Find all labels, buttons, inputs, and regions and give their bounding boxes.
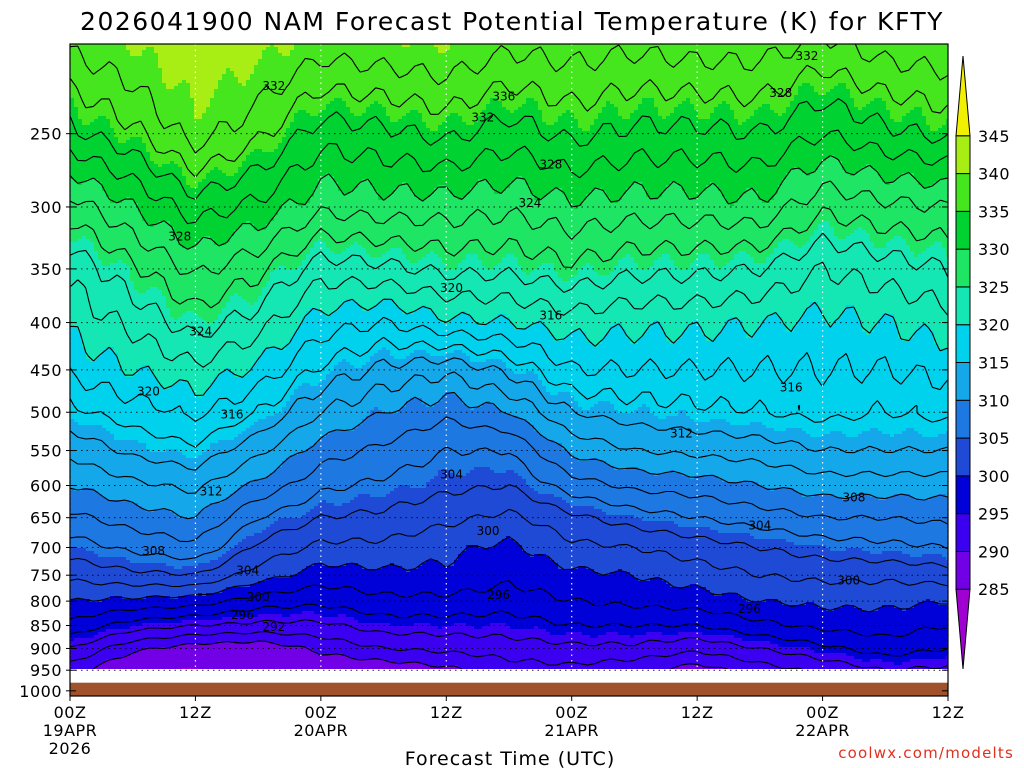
contour-cell [86,674,91,678]
contour-cell [110,668,115,672]
contour-cell [74,677,79,681]
contour-cell [90,671,95,675]
contour-cell [94,674,99,678]
chart-title: 2026041900 NAM Forecast Potential Temper… [80,7,944,36]
contour-cell [106,674,111,678]
plot-area: 3323363323323283283283243243203163203163… [70,44,951,696]
contour-cell [94,671,99,675]
contour-cell [70,674,75,678]
contour-cell [82,674,87,678]
contour-cell [82,668,87,672]
contour-cell [82,671,87,675]
contour-cell [70,677,75,681]
contour-cell [110,677,115,681]
contour-cell [98,671,103,675]
contour-cell [110,674,115,678]
contour-cell [74,674,79,678]
contour-cell [98,677,103,681]
contour-cell [90,674,95,678]
contour-cell [106,671,111,675]
contour-cell [94,677,99,681]
contour-cell [70,671,75,675]
contour-cell [78,671,83,675]
contour-cell [102,677,107,681]
contour-cell [110,671,115,675]
contour-cell [102,671,107,675]
contour-cell [90,677,95,681]
contour-cell [78,674,83,678]
contour-cell [78,677,83,681]
contour-cell [106,677,111,681]
contour-cell [86,677,91,681]
contour-cell [102,674,107,678]
contour-cell [74,671,79,675]
contour-cell [82,677,87,681]
contour-cell [86,671,91,675]
contour-cell [98,674,103,678]
